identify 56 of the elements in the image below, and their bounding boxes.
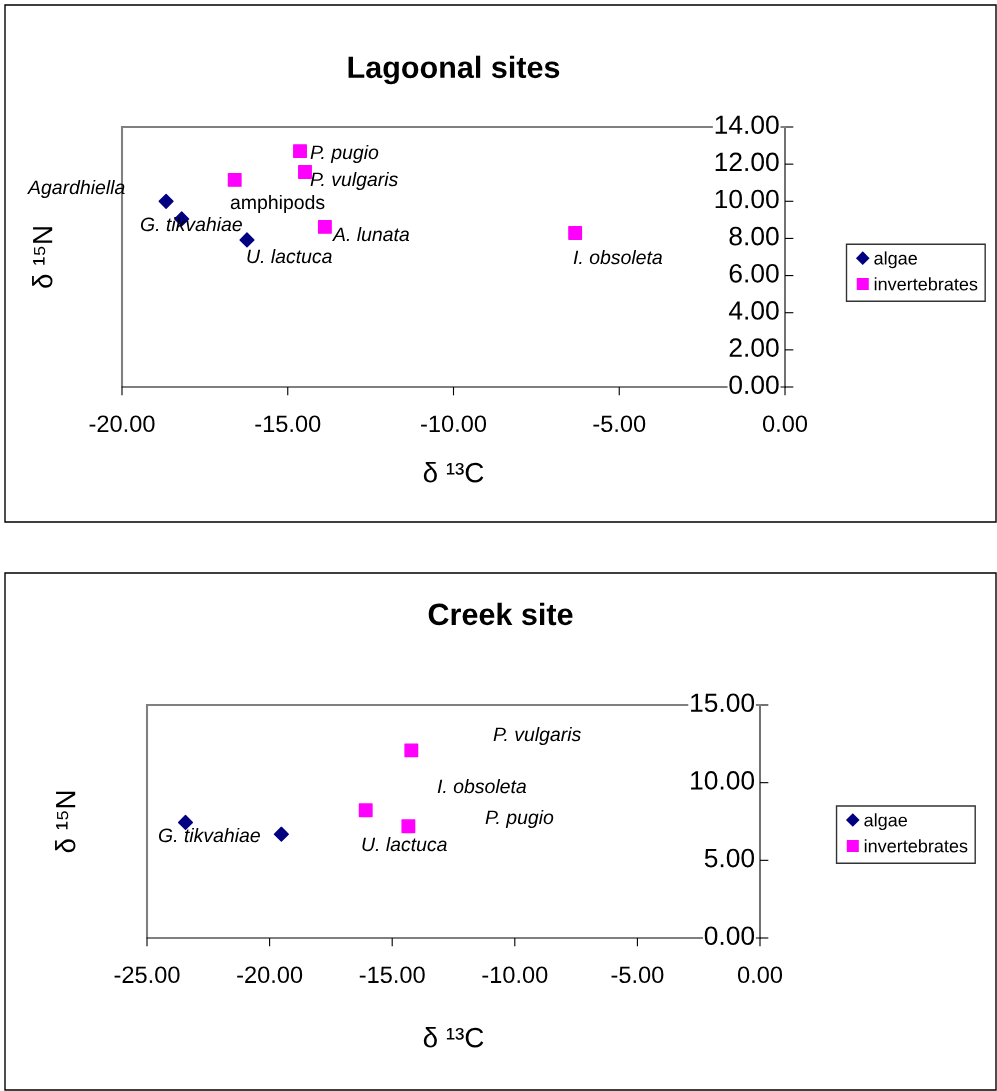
point (158, 193, 174, 209)
annotation: P. pugio (310, 144, 379, 164)
y-tick-label: 0.00 (729, 375, 779, 395)
y-tick-label: 0.00 (704, 926, 755, 946)
legend-label: algae (874, 251, 917, 269)
x-tick-label: -20.00 (237, 966, 303, 984)
x-tick-label: -10.00 (421, 415, 487, 433)
point (298, 164, 312, 179)
x-tick-label: -5.00 (593, 415, 646, 433)
annotation: P. vulgaris (493, 726, 581, 746)
point (401, 819, 416, 834)
point (317, 219, 332, 234)
point (404, 743, 419, 758)
point (568, 226, 583, 240)
y-tick-label: 14.00 (715, 115, 779, 135)
point (239, 232, 255, 248)
annotation: G. tikvahiae (140, 216, 242, 232)
y-tick-label: 12.00 (715, 152, 779, 172)
point (293, 144, 307, 159)
chart-title: Lagoonal sites (348, 55, 560, 85)
y-tick-label: 2.00 (729, 338, 779, 357)
x-tick-label: -10.00 (482, 966, 548, 984)
x-tick-label: -15.00 (255, 415, 321, 433)
x-tick-label: 0.00 (762, 415, 808, 433)
annotation: Agardhiella (27, 179, 125, 199)
y-tick-label: 8.00 (729, 226, 779, 246)
y-tick-label: 10.00 (715, 189, 779, 209)
annotation: U. lactuca (362, 836, 447, 852)
legend-label: invertebrates (864, 839, 968, 853)
annotation: amphipods (230, 194, 325, 214)
point (273, 826, 289, 842)
legend-label: invertebrates (874, 277, 978, 291)
annotation: A. lunata (332, 226, 410, 242)
x-tick-label: -5.00 (611, 966, 664, 984)
annotation: P. vulgaris (310, 171, 398, 191)
legend-label: algae (864, 813, 907, 831)
annotation: G. tikvahiae (158, 827, 260, 843)
x-tick-label: -25.00 (114, 966, 180, 984)
point (227, 172, 242, 187)
y-tick-label: 15.00 (691, 693, 755, 713)
x-tick-label: -20.00 (89, 415, 155, 433)
chart-title: Creek site (428, 602, 573, 626)
annotation: I. obsoleta (573, 249, 663, 265)
x-tick-label: -15.00 (359, 966, 425, 984)
x-axis-title: δ ¹³C (423, 1027, 484, 1048)
y-axis-title: δ ¹⁵N (32, 227, 53, 288)
y-tick-label: 10.00 (691, 771, 755, 790)
annotation: I. obsoleta (437, 778, 527, 794)
point (358, 803, 373, 818)
y-tick-label: 6.00 (729, 263, 779, 283)
y-tick-label: 4.00 (728, 301, 779, 320)
y-tick-label: 5.00 (704, 848, 755, 868)
annotation: U. lactuca (247, 248, 332, 264)
y-axis-title: δ ¹⁵N (55, 791, 76, 853)
x-axis-title: δ ¹³C (423, 462, 484, 483)
annotation: P. pugio (485, 809, 554, 829)
